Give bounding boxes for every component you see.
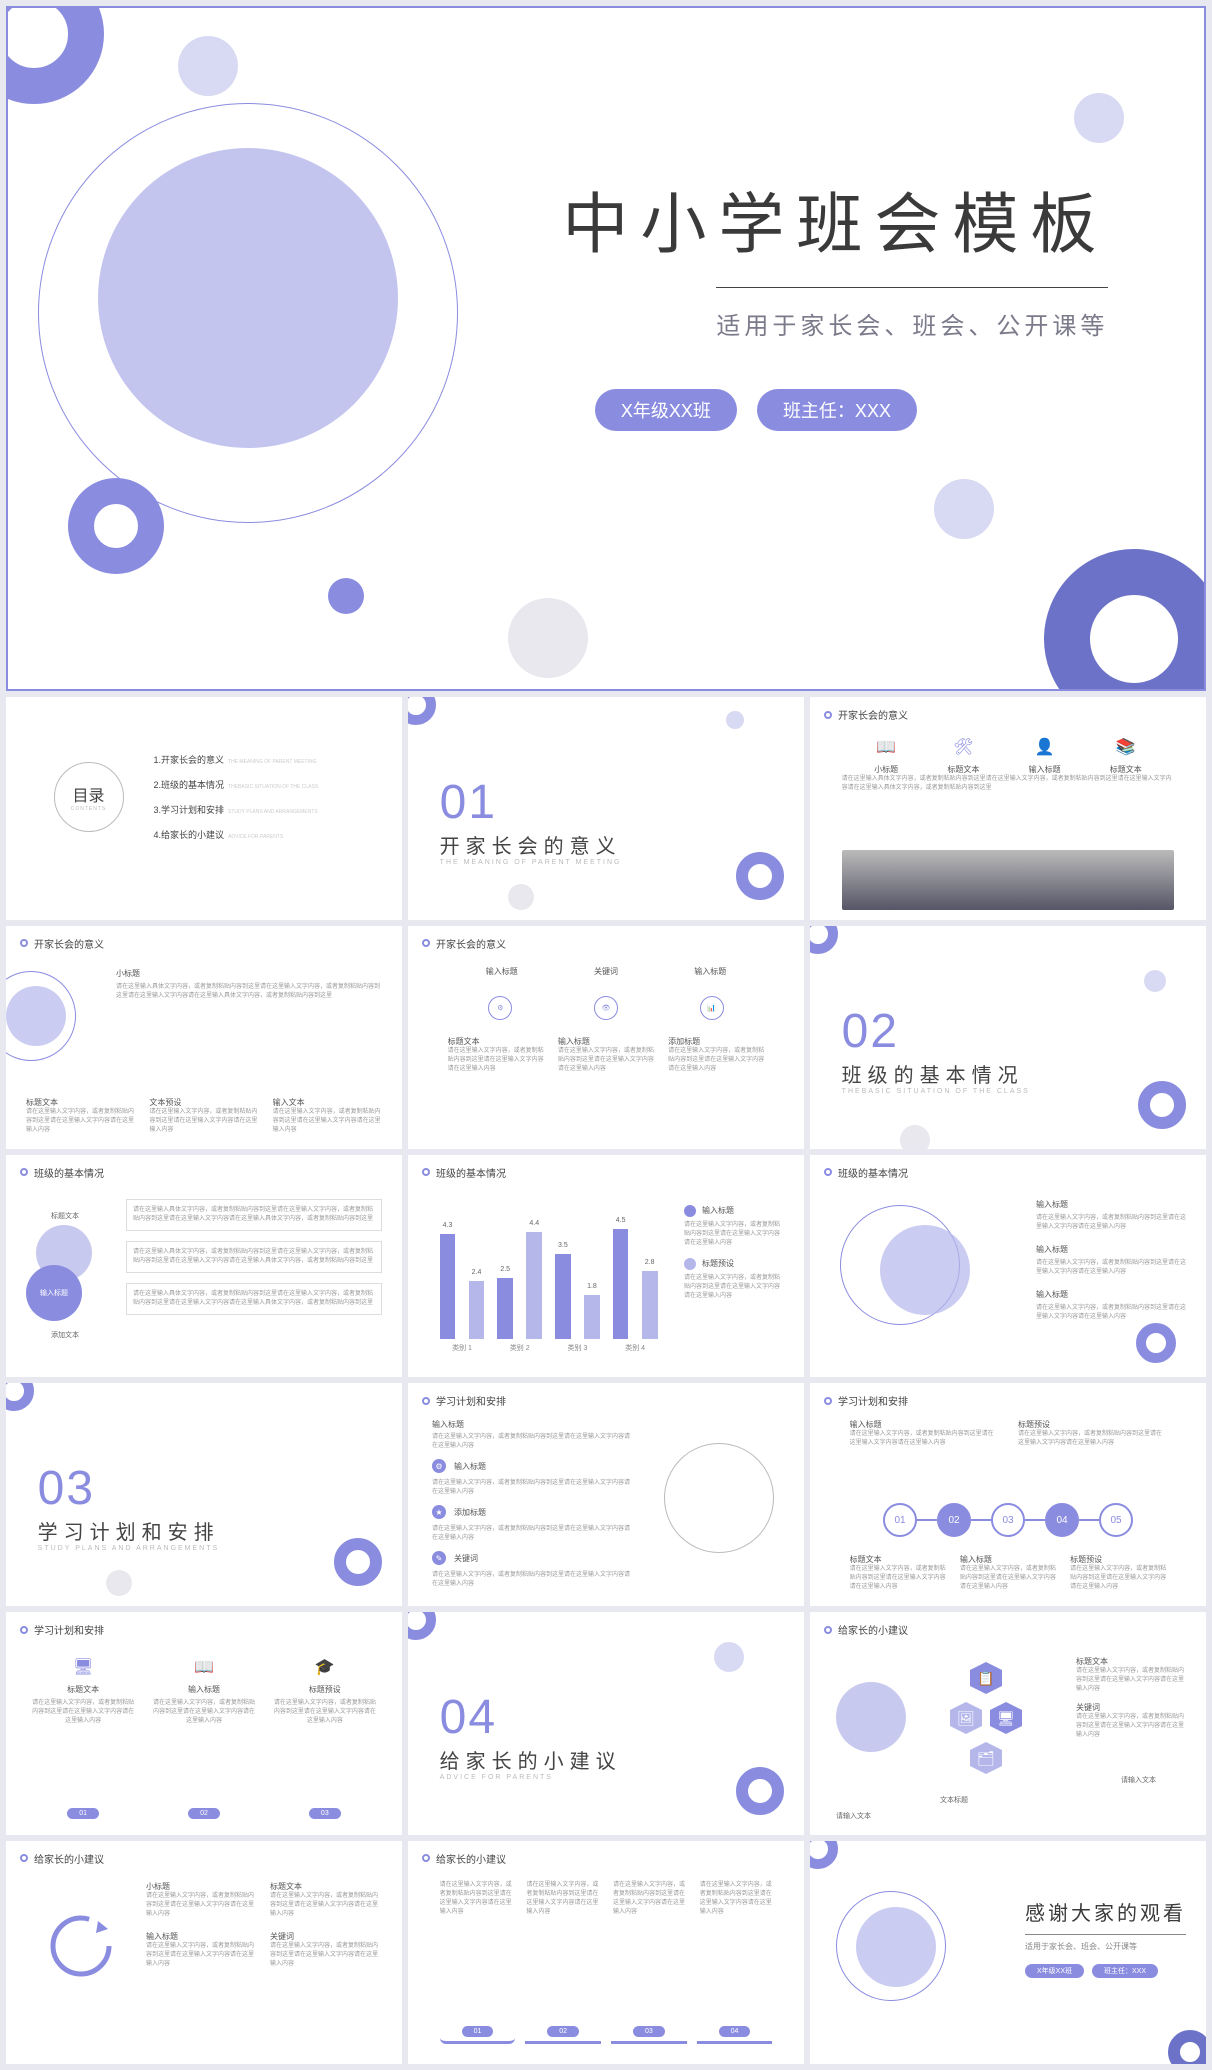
hex-icon: 📋	[970, 1662, 1002, 1694]
arrow-circle-icon	[46, 1911, 116, 1981]
slide-content-chart: 班级的基本情况 4.32.4类别 12.54.4类别 23.51.8类别 34.…	[408, 1155, 804, 1378]
slide-content-arrowcircle: 给家长的小建议 小标题请在这里输入文字内容，或者复制粘贴内容到这里请在这里输入文…	[6, 1841, 402, 2064]
gear-icon: ⚙	[488, 996, 512, 1020]
slide-section-02: 02 班级的基本情况 THEBASIC SITUATION OF THE CLA…	[810, 926, 1206, 1149]
deco-dot	[178, 36, 238, 96]
hero-title: 中小学班会模板	[562, 171, 1108, 267]
chart-icon: 📊	[700, 996, 724, 1020]
tool-icon: 🛠	[952, 736, 974, 758]
slide-content-circle3col: 开家长会的意义 小标题 请在这里输入具体文字内容，或者复制粘贴内容到这里请在这里…	[6, 926, 402, 1149]
hero-pills: X年级XX班 班主任：XXX	[595, 389, 917, 431]
hero-slide: 中小学班会模板 适用于家长会、班会、公开课等 X年级XX班 班主任：XXX	[6, 6, 1206, 691]
bar-chart: 4.32.4类别 12.54.4类别 23.51.8类别 34.52.8类别 4	[440, 1217, 658, 1340]
grad-icon: 🎓	[314, 1656, 336, 1678]
slide-content-icons: 开家长会的意义 📖小标题 🛠标题文本 👤输入标题 📚标题文本 请在这里输入具体文…	[810, 697, 1206, 920]
deco-dot	[1074, 93, 1124, 143]
deco-ring	[6, 6, 104, 104]
person-icon: 👤	[1034, 736, 1056, 758]
hero-subtitle: 适用于家长会、班会、公开课等	[716, 287, 1108, 341]
slide-toc: 目录 CONTENTS 1.开家长会的意义THE MEANING OF PARE…	[6, 697, 402, 920]
slide-section-03: 03 学习计划和安排 STUDY PLANS AND ARRANGEMENTS	[6, 1383, 402, 1606]
slide-content-circlelist: 学习计划和安排 输入标题 请在这里输入文字内容，或者复制粘贴内容到这里请在这里输…	[408, 1383, 804, 1606]
slide-section-04: 04 给家长的小建议 ADVICE FOR PARENTS	[408, 1612, 804, 1835]
slide-content-venn: 班级的基本情况 输入标题 标题文本 添加文本 请在这里输入具体文字内容，或者复制…	[6, 1155, 402, 1378]
image-placeholder	[842, 850, 1175, 910]
hex-icon: 🖼	[950, 1702, 982, 1734]
teacher-pill: 班主任：XXX	[757, 389, 917, 431]
slide-content-bigcircle: 班级的基本情况 输入标题 请在这里输入文字内容，或者复制粘贴内容到这里请在这里输…	[810, 1155, 1206, 1378]
slide-closing: 感谢大家的观看 适用于家长会、班会、公开课等 X年级XX班 班主任：XXX	[810, 1841, 1206, 2064]
deco-ring	[68, 478, 164, 574]
slide-content-hexmap: 给家长的小建议 📋 🖼🖥 🗂 标题文本请在这里输入文字内容，或者复制粘贴内容到这…	[810, 1612, 1206, 1835]
book-icon: 📖	[193, 1656, 215, 1678]
book-icon: 📖	[875, 736, 897, 758]
class-pill: X年级XX班	[595, 389, 737, 431]
slide-section-01: 01 开家长会的意义 THE MEANING OF PARENT MEETING	[408, 697, 804, 920]
deco-ring	[1044, 549, 1206, 691]
books-icon: 📚	[1115, 736, 1137, 758]
deco-dot	[934, 479, 994, 539]
deco-dot	[328, 578, 364, 614]
slide-content-steps4: 给家长的小建议 请在这里输入文字内容，或者复制粘贴内容到这里请在这里输入文字内容…	[408, 1841, 804, 2064]
hex-icon: 🖥	[990, 1702, 1022, 1734]
slide-content-steps5: 学习计划和安排 输入标题请在这里输入文字内容，或者复制粘贴内容到这里请在这里输入…	[810, 1383, 1206, 1606]
toc-list: 1.开家长会的意义THE MEANING OF PARENT MEETING 2…	[154, 753, 319, 841]
monitor-icon: 🖥	[72, 1656, 94, 1678]
deco-dot	[508, 598, 588, 678]
hex-icon: 🗂	[970, 1742, 1002, 1774]
slide-grid: 目录 CONTENTS 1.开家长会的意义THE MEANING OF PARE…	[6, 697, 1206, 2064]
slide-content-3cards: 学习计划和安排 🖥标题文本请在这里输入文字内容，或者复制粘贴内容到这里请在这里输…	[6, 1612, 402, 1835]
slide-content-keywords: 开家长会的意义 输入标题 关键词 输入标题 ⚙ 👁 📊 标题文本请在这里输入文字…	[408, 926, 804, 1149]
deco-disc	[98, 148, 398, 448]
eye-icon: 👁	[594, 996, 618, 1020]
toc-badge: 目录 CONTENTS	[54, 762, 124, 832]
